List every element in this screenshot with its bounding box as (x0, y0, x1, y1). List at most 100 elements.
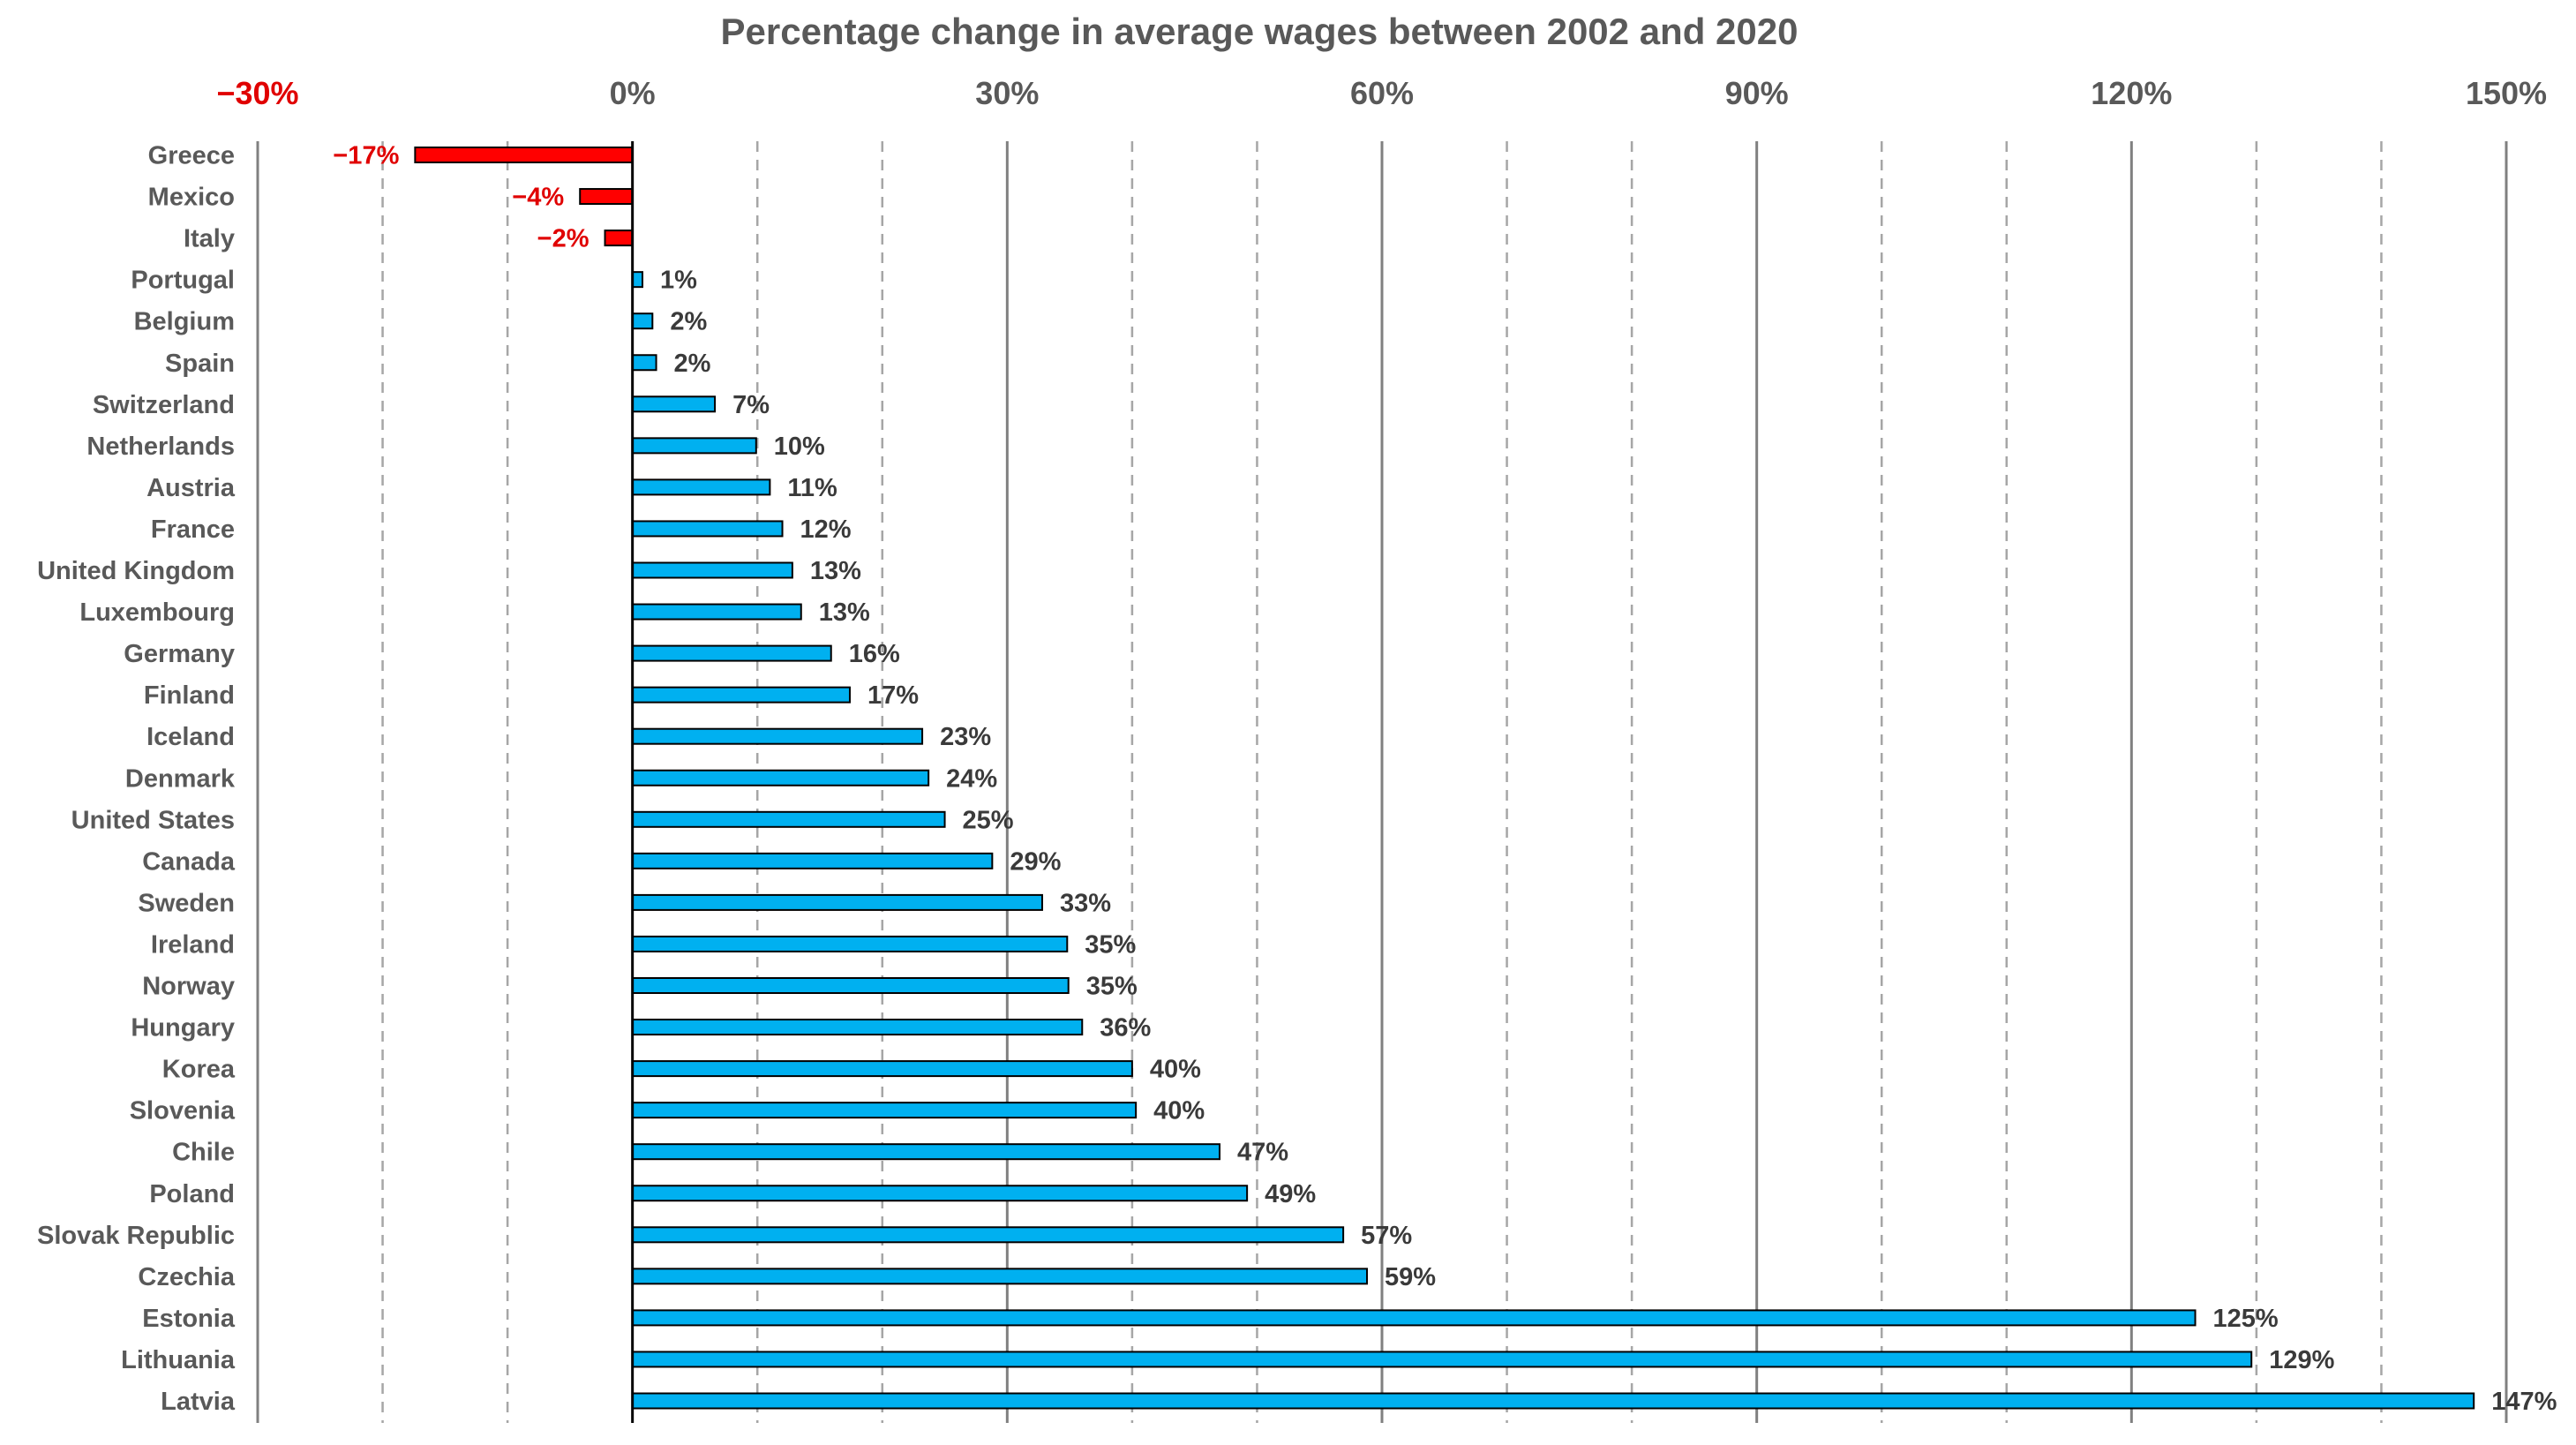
value-label-portugal: 1% (660, 267, 697, 295)
value-label-lithuania: 129% (2269, 1346, 2334, 1374)
category-label-slovenia: Slovenia (130, 1097, 236, 1125)
category-label-finland: Finland (144, 681, 235, 710)
category-label-norway: Norway (142, 973, 235, 1001)
category-label-italy: Italy (184, 225, 235, 253)
x-tick-label: 120% (2091, 75, 2172, 111)
bar-korea (631, 1060, 1133, 1078)
value-label-korea: 40% (1150, 1056, 1201, 1084)
chart-title: Percentage change in average wages betwe… (721, 11, 1799, 52)
value-label-poland: 49% (1265, 1180, 1316, 1208)
bar-latvia (631, 1392, 2475, 1410)
value-label-italy: −2% (537, 225, 590, 253)
value-label-greece: −17% (333, 142, 399, 170)
value-label-iceland: 23% (940, 723, 991, 751)
category-label-canada: Canada (142, 847, 236, 876)
category-labels: Greece Mexico Italy Portugal Belgium Spain Swi… (37, 142, 236, 1417)
value-label-sweden: 33% (1060, 889, 1111, 917)
value-label-germany: 16% (849, 640, 900, 668)
value-label-belgium: 2% (670, 308, 707, 336)
bars (414, 147, 2475, 1410)
bar-slovenia (631, 1102, 1138, 1119)
value-label-denmark: 24% (946, 764, 997, 793)
value-label-united-kingdom: 13% (810, 557, 861, 585)
category-label-germany: Germany (124, 640, 235, 668)
bar-germany (631, 644, 832, 662)
bar-canada (631, 852, 994, 869)
value-label-france: 12% (800, 516, 852, 544)
category-label-iceland: Iceland (146, 723, 235, 751)
value-label-finland: 17% (867, 681, 919, 710)
category-label-czechia: Czechia (138, 1263, 235, 1291)
bar-iceland (631, 727, 924, 745)
category-label-greece: Greece (148, 142, 235, 170)
x-tick-label: 0% (610, 75, 656, 111)
value-label-switzerland: 7% (732, 391, 770, 419)
value-label-netherlands: 10% (774, 433, 825, 461)
x-tick-label: 30% (975, 75, 1039, 111)
bar-luxembourg (631, 603, 802, 621)
bar-slovak-republic (631, 1226, 1345, 1244)
value-label-spain: 2% (674, 350, 711, 378)
category-label-denmark: Denmark (125, 764, 236, 793)
category-label-korea: Korea (162, 1056, 236, 1084)
category-label-slovak-republic: Slovak Republic (37, 1222, 235, 1250)
category-label-united-kingdom: United Kingdom (37, 557, 235, 585)
bar-estonia (631, 1309, 2197, 1327)
category-label-estonia: Estonia (142, 1305, 236, 1333)
bar-chile (631, 1143, 1220, 1161)
bar-hungary (631, 1019, 1084, 1036)
bar-mexico (579, 188, 634, 206)
value-label-slovak-republic: 57% (1361, 1222, 1412, 1250)
value-label-norway: 35% (1086, 973, 1138, 1001)
value-label-czechia: 59% (1385, 1263, 1436, 1291)
x-tick-label: 90% (1725, 75, 1789, 111)
bar-finland (631, 686, 851, 704)
category-label-lithuania: Lithuania (121, 1346, 236, 1374)
x-tick-label: 60% (1350, 75, 1414, 111)
category-label-netherlands: Netherlands (86, 433, 235, 461)
value-label-latvia: 147% (2491, 1388, 2557, 1416)
category-label-poland: Poland (149, 1180, 235, 1208)
bar-austria (631, 478, 771, 496)
bar-denmark (631, 769, 930, 786)
value-label-ireland: 35% (1085, 930, 1136, 959)
x-tick-label: −30% (216, 75, 298, 111)
bar-france (631, 520, 784, 538)
bar-lithuania (631, 1351, 2253, 1368)
category-label-latvia: Latvia (161, 1388, 236, 1416)
category-label-switzerland: Switzerland (93, 391, 235, 419)
bar-netherlands (631, 437, 757, 455)
category-label-belgium: Belgium (134, 308, 235, 336)
bar-italy (604, 230, 634, 247)
bar-belgium (631, 312, 654, 330)
value-labels: −17% −4% −2% 1% 2% 2% 7%10% 11% 12% 13% 13% 16% 17% 2… (333, 142, 2557, 1417)
value-label-mexico: −4% (512, 184, 564, 212)
value-label-united-states: 25% (963, 806, 1014, 834)
x-tick-label: 150% (2466, 75, 2547, 111)
value-label-canada: 29% (1010, 847, 1061, 876)
category-label-sweden: Sweden (138, 889, 235, 917)
category-label-hungary: Hungary (131, 1014, 235, 1042)
major-gridlines (256, 141, 2508, 1423)
value-label-luxembourg: 13% (819, 598, 870, 627)
category-label-mexico: Mexico (148, 184, 235, 212)
bar-sweden (631, 893, 1043, 911)
category-label-luxembourg: Luxembourg (79, 598, 235, 627)
category-label-austria: Austria (146, 474, 236, 502)
value-label-slovenia: 40% (1153, 1097, 1205, 1125)
category-label-portugal: Portugal (131, 267, 235, 295)
category-label-ireland: Ireland (151, 930, 235, 959)
value-label-chile: 47% (1237, 1139, 1288, 1167)
category-label-spain: Spain (165, 350, 235, 378)
bar-ireland (631, 935, 1069, 952)
bar-switzerland (631, 395, 717, 413)
bar-spain (631, 354, 657, 372)
bar-poland (631, 1185, 1249, 1202)
bar-portugal (631, 271, 643, 289)
x-axis-tick-labels: −30% 0% 30% 60% 90% 120% 150% (216, 75, 2547, 111)
category-label-chile: Chile (172, 1139, 235, 1167)
value-label-austria: 11% (787, 474, 837, 502)
category-label-united-states: United States (71, 806, 235, 834)
bar-czechia (631, 1268, 1369, 1285)
